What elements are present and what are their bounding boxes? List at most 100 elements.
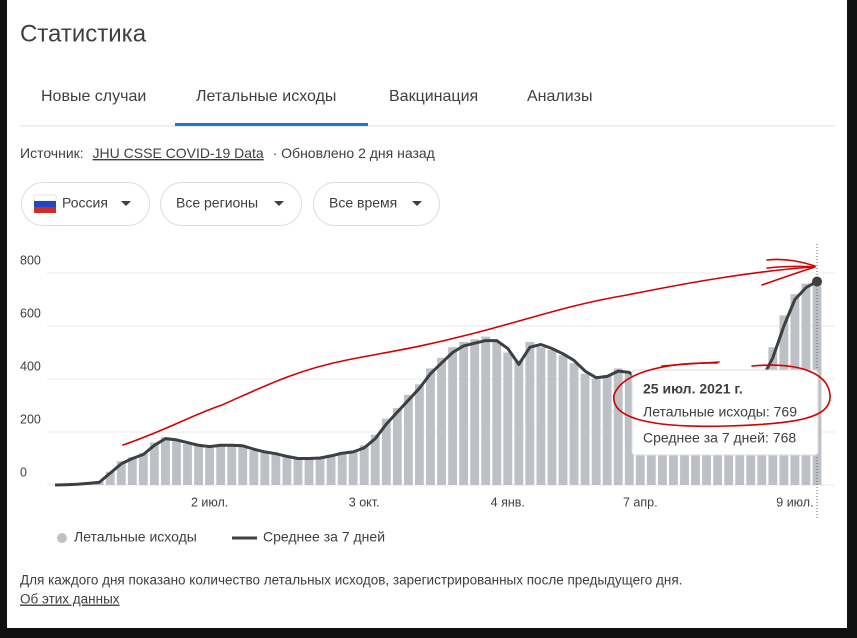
y-tick-label: 0	[20, 465, 27, 479]
y-tick-label: 200	[20, 412, 41, 426]
page-title: Статистика	[20, 20, 147, 47]
tooltip-title: 25 июл. 2021 г.	[643, 381, 743, 397]
bar	[536, 347, 546, 485]
bar	[580, 373, 590, 485]
bar	[304, 457, 314, 485]
bar	[624, 373, 634, 485]
footer-link[interactable]: Об этих данных	[20, 592, 120, 607]
filter-label[interactable]: Россия	[62, 195, 108, 211]
source-label: Источник:	[20, 145, 84, 161]
stats-card: Статистика Новые случаи Летальные исходы…	[7, 0, 847, 628]
pill[interactable]	[160, 182, 302, 226]
x-tick-label: 2 июл.	[191, 495, 228, 509]
legend-swatch-bar	[57, 533, 67, 543]
annotation-stroke	[661, 361, 720, 367]
bar	[591, 379, 601, 485]
bar	[503, 352, 513, 485]
bar	[459, 341, 469, 485]
annotation-ellipse	[613, 362, 831, 428]
dropdown-arrow	[274, 201, 284, 206]
bar	[381, 418, 391, 485]
tooltip-box	[631, 369, 819, 456]
bar	[514, 360, 524, 485]
bar	[525, 341, 535, 485]
bar	[216, 443, 226, 485]
pill[interactable]	[313, 182, 440, 226]
dropdown-arrow	[412, 201, 422, 206]
bar	[448, 347, 457, 485]
filter-label[interactable]: Все регионы	[176, 195, 258, 211]
legend-label: Летальные исходы	[74, 529, 197, 545]
bar	[260, 451, 270, 485]
tab-indicator	[175, 123, 368, 126]
legend: Летальные исходы Среднее за 7 дней	[57, 529, 385, 545]
bar	[403, 394, 413, 485]
bar	[426, 368, 435, 485]
y-tick-label: 400	[20, 359, 41, 373]
bar	[149, 442, 159, 485]
tooltip-line: Летальные исходы: 769	[643, 404, 797, 420]
tab-active[interactable]: Летальные исходы	[196, 88, 336, 105]
bar	[569, 363, 579, 485]
bar	[105, 471, 115, 485]
bar	[172, 441, 181, 485]
bar	[437, 357, 446, 485]
filter-label[interactable]: Все время	[329, 195, 397, 211]
bar	[183, 443, 192, 485]
bar	[348, 450, 358, 485]
bar	[370, 434, 380, 485]
x-tick-label: 3 окт.	[349, 495, 380, 509]
bar	[293, 459, 303, 485]
tooltip: 25 июл. 2021 г. Летальные исходы: 769 Сред…	[631, 369, 819, 456]
bar	[249, 450, 259, 485]
flag-white	[33, 194, 57, 202]
bar	[138, 453, 148, 485]
dropdown-arrow	[121, 201, 131, 206]
bar	[470, 339, 480, 485]
source-link[interactable]: JHU CSSE COVID-19 Data	[93, 145, 264, 161]
bar	[326, 454, 336, 485]
source-updated: · Обновлено 2 дня назад	[273, 145, 435, 161]
bar	[315, 458, 325, 485]
annotation-arrow	[761, 258, 816, 286]
bar	[127, 457, 137, 485]
bar	[392, 408, 402, 485]
flag-blue	[34, 201, 56, 207]
tab[interactable]: Анализы	[527, 88, 593, 105]
footer-note: Для каждого дня показано количество лета…	[20, 573, 682, 588]
tooltip-line: Среднее за 7 дней: 768	[643, 430, 796, 446]
source-line: Источник: JHU CSSE COVID-19 Data · Обнов…	[20, 145, 435, 161]
bar	[481, 336, 491, 485]
pill[interactable]	[21, 182, 150, 226]
bar	[161, 437, 170, 485]
bar	[359, 445, 369, 485]
bar	[337, 451, 347, 485]
x-tick-label: 9 июл.	[776, 495, 813, 509]
chart: 0 200 400 600 800 2 июл. 3 окт. 4 янв. 7 апр. 9 и…	[20, 244, 835, 518]
tab[interactable]: Новые случаи	[41, 88, 146, 105]
bar	[282, 455, 292, 485]
flag-red	[34, 207, 56, 213]
bar	[271, 454, 281, 485]
y-tick-label: 600	[20, 306, 41, 320]
tab[interactable]: Вакцинация	[389, 88, 478, 105]
bar	[238, 445, 248, 485]
bar	[116, 461, 126, 485]
x-tick-label: 7 апр.	[623, 495, 658, 509]
bar	[194, 445, 203, 485]
bar	[613, 368, 623, 485]
x-tick-label: 4 янв.	[491, 495, 525, 509]
hover-point	[812, 276, 822, 287]
annotation-stroke	[122, 266, 813, 446]
bar	[547, 349, 557, 485]
bar	[602, 375, 612, 485]
bar	[227, 446, 237, 485]
bar	[558, 355, 568, 485]
bar	[205, 447, 215, 485]
filter-time[interactable]: Все время	[313, 182, 440, 226]
filter-country[interactable]: Россия	[21, 182, 150, 226]
legend-label: Среднее за 7 дней	[263, 529, 385, 545]
stats-view: Статистика Новые случаи Летальные исходы…	[20, 20, 835, 607]
filter-region[interactable]: Все регионы	[160, 182, 302, 226]
